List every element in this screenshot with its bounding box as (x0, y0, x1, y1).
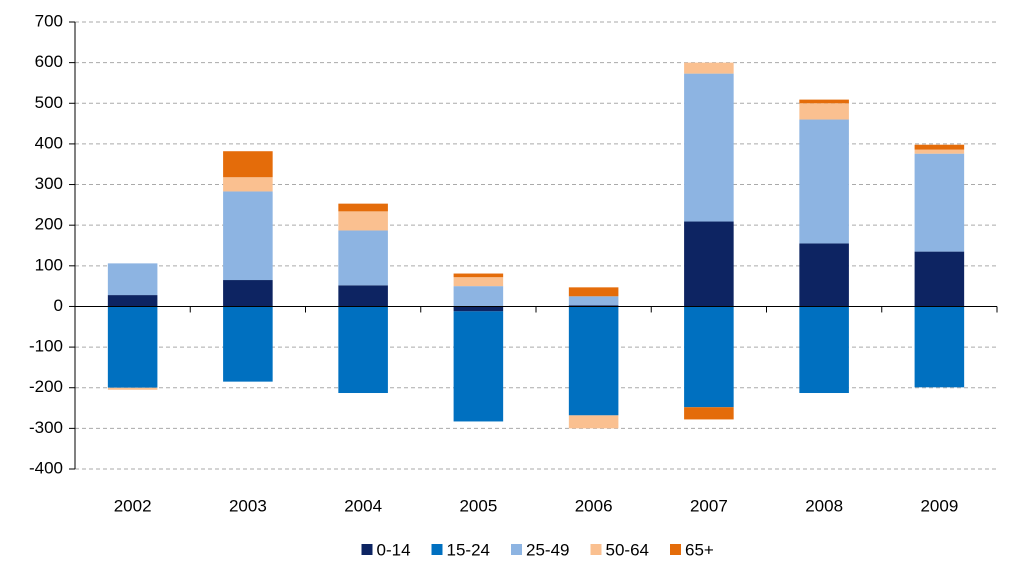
y-tick-label: 100 (35, 255, 63, 274)
legend-label: 25-49 (526, 540, 569, 559)
y-tick-label: 300 (35, 174, 63, 193)
y-tick-label: 700 (35, 11, 63, 30)
x-tick-label: 2009 (920, 496, 958, 515)
bar-segment (799, 243, 849, 307)
bar-segment (223, 191, 273, 281)
bar-segment (799, 306, 849, 394)
bar-segment (107, 306, 158, 388)
legend-label: 65+ (685, 540, 714, 559)
y-tick-label: 500 (35, 93, 63, 112)
x-tick-label: 2007 (690, 496, 728, 515)
bar-segment (453, 273, 504, 278)
bar-segment (799, 119, 849, 244)
bar-segment (568, 296, 619, 306)
bar-segment (223, 177, 273, 192)
bar-segment (684, 62, 734, 74)
bar-segment (568, 306, 619, 416)
bar-segment (799, 103, 849, 120)
y-tick-label: -200 (29, 377, 63, 396)
bar-segment (453, 277, 504, 287)
bar-segment (684, 73, 734, 222)
bar-segment (684, 306, 734, 408)
bar-segment (338, 211, 388, 231)
bar-segment (107, 387, 158, 390)
y-tick-label: 0 (54, 296, 63, 315)
bar-segment (684, 407, 734, 420)
y-tick-label: -100 (29, 337, 63, 356)
bar-segment (223, 306, 273, 382)
legend-swatch (590, 544, 602, 555)
bar-segment (568, 287, 619, 297)
bar-segment (568, 415, 619, 429)
bar-segment (338, 285, 388, 307)
bar-segment (684, 221, 734, 307)
legend-swatch (511, 544, 522, 555)
bar-segment (338, 306, 388, 394)
bar-segment (914, 306, 965, 388)
x-tick-label: 2004 (344, 496, 382, 515)
y-tick-label: 200 (35, 215, 63, 234)
x-tick-label: 2006 (575, 496, 613, 515)
bar-segment (914, 153, 965, 252)
x-tick-label: 2002 (114, 496, 152, 515)
x-tick-label: 2008 (805, 496, 843, 515)
bar-segment (914, 144, 965, 150)
bar-segment (799, 99, 849, 104)
y-tick-label: 600 (35, 52, 63, 71)
legend-swatch (670, 544, 681, 555)
bar-segment (338, 230, 388, 286)
y-tick-label: -300 (29, 418, 63, 437)
bar-segment (338, 203, 388, 212)
y-tick-label: 400 (35, 133, 63, 152)
bar-segment (914, 251, 965, 307)
x-tick-label: 2003 (229, 496, 267, 515)
bar-segment (453, 311, 504, 422)
bar-segment (914, 149, 965, 154)
legend-label: 15-24 (447, 540, 490, 559)
bar-segment (453, 286, 504, 307)
bar-segment (223, 280, 273, 307)
bar-segment (107, 263, 158, 296)
bar-segment (568, 305, 619, 307)
bar-segment (223, 151, 273, 178)
x-tick-label: 2005 (459, 496, 497, 515)
y-tick-label: -400 (29, 458, 63, 477)
legend-swatch (361, 544, 373, 555)
legend-label: 0-14 (377, 540, 411, 559)
bar-segment (453, 306, 504, 312)
bar-segment (107, 295, 158, 307)
legend-label: 50-64 (606, 540, 649, 559)
legend-swatch (431, 544, 443, 555)
